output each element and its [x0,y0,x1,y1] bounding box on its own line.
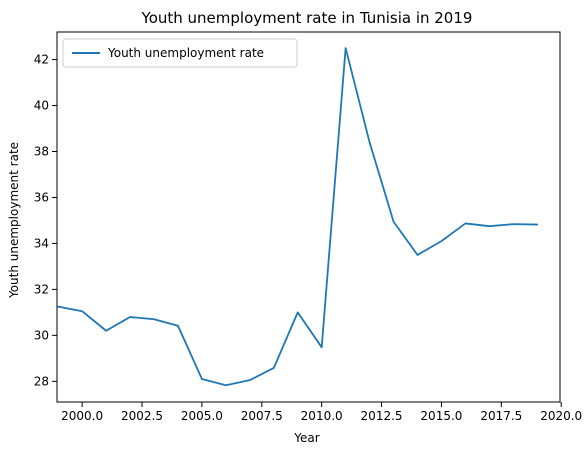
axes [56,31,561,403]
x-tick-label: 2010.0 [301,409,343,423]
y-tick-label: 28 [34,374,49,388]
x-tick-label: 2002.5 [121,409,163,423]
x-tick-label: 2000.0 [61,409,103,423]
y-tick-label: 32 [34,282,49,296]
x-tick-label: 2020.0 [540,409,582,423]
legend: Youth unemployment rate [62,38,298,68]
plot-frame [56,31,561,403]
y-tick-label: 34 [34,236,49,250]
y-tick-label: 42 [34,53,49,67]
series-line [57,47,539,387]
x-tick-label: 2005.0 [181,409,223,423]
x-tick-label: 2012.5 [361,409,403,423]
legend-box [62,38,298,68]
legend-series-label: Youth unemployment rate [107,46,264,60]
y-tick-label: 40 [34,99,49,113]
ticks: 2000.0 2002.5 2005.0 2007.5 2010.0 2012.5 2015… [34,53,582,423]
y-tick-label: 30 [34,328,49,342]
x-tick-label: 2017.5 [480,409,522,423]
x-axis-label: Year [293,431,319,445]
series-lines [57,47,539,387]
y-axis-label: Youth unemployment rate [7,142,21,299]
x-tick-label: 2015.0 [420,409,462,423]
x-tick-label: 2007.5 [241,409,283,423]
y-tick-label: 38 [34,145,49,159]
y-tick-label: 36 [34,190,49,204]
chart-title: Youth unemployment rate in Tunisia in 20… [141,9,473,27]
